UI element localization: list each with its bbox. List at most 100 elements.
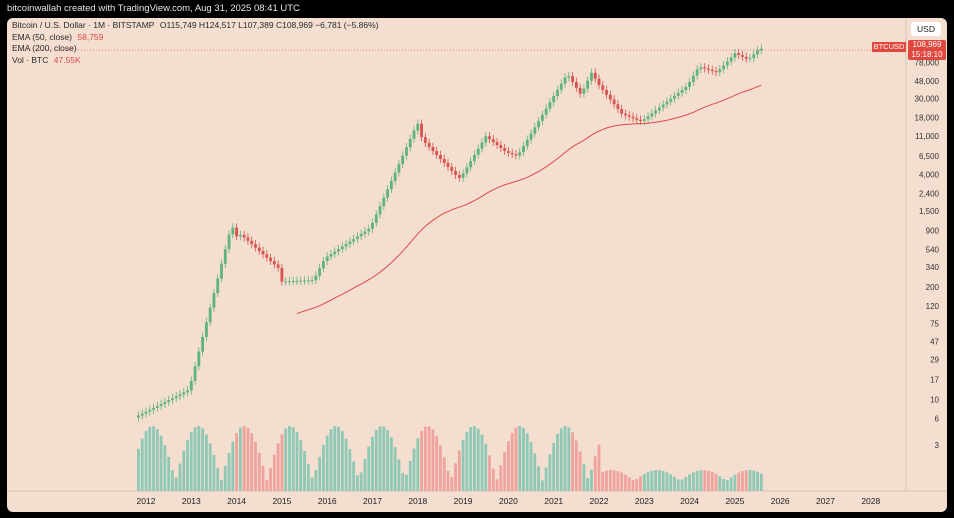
- header-text: bitcoinwallah created with TradingView.c…: [7, 3, 300, 14]
- candle-body: [303, 280, 306, 282]
- candle-body: [733, 53, 737, 58]
- price-tick-label: 900: [926, 226, 940, 235]
- legend-ema200-row[interactable]: EMA (200, close): [12, 43, 382, 55]
- volume-bar: [174, 477, 178, 491]
- legend-volume-value: 47.55K: [53, 54, 81, 65]
- candle-body: [646, 116, 650, 120]
- volume-bar: [216, 468, 220, 491]
- candle-body: [340, 246, 344, 250]
- legend-ema200-label: EMA (200, close): [12, 43, 77, 53]
- candle-body: [318, 268, 322, 276]
- volume-bar: [284, 428, 288, 491]
- legend-ema50-row[interactable]: EMA (50, close) 58,759: [12, 32, 382, 44]
- volume-bar: [152, 426, 155, 491]
- price-tick-label: 2,400: [919, 189, 940, 198]
- volume-bar: [540, 480, 544, 491]
- time-tick-label: 2013: [182, 496, 201, 506]
- volume-bar: [586, 478, 590, 491]
- volume-bar: [684, 476, 688, 491]
- volume-bar: [759, 473, 763, 491]
- candle-body: [563, 77, 567, 84]
- volume-bar: [722, 479, 725, 491]
- volume-bar: [612, 470, 616, 491]
- candle-body: [669, 98, 673, 102]
- candle-body: [582, 88, 586, 94]
- volume-bar: [752, 470, 756, 491]
- candle-body: [484, 136, 488, 143]
- candle-body: [189, 380, 193, 391]
- volume-bar: [522, 427, 525, 491]
- candle-body: [412, 130, 416, 139]
- volume-bar: [518, 426, 522, 491]
- time-tick-label: 2019: [454, 496, 473, 506]
- legend-volume-row[interactable]: Vol · BTC 47.55K: [12, 55, 382, 67]
- volume-bar: [201, 428, 205, 491]
- volume-bar: [556, 434, 559, 491]
- volume-bar: [397, 459, 401, 491]
- volume-bar: [691, 472, 695, 491]
- volume-bar: [627, 477, 631, 491]
- volume-bar: [574, 440, 578, 491]
- volume-bar: [337, 426, 340, 491]
- candle-body: [699, 67, 703, 70]
- volume-bar: [223, 465, 227, 491]
- candle-body: [269, 257, 272, 262]
- volume-bar: [476, 428, 480, 491]
- candle-body: [688, 82, 692, 88]
- candle-body: [624, 113, 627, 116]
- volume-bar: [559, 428, 563, 491]
- candle-body: [431, 147, 435, 152]
- volume-bar: [359, 472, 363, 491]
- candle-body: [201, 336, 205, 352]
- candle-body: [212, 293, 216, 308]
- volume-bar: [601, 471, 605, 491]
- candle-body: [608, 94, 612, 100]
- candle-body: [261, 250, 265, 255]
- volume-bar: [639, 476, 642, 491]
- legend-symbol-row: Bitcoin / U.S. Dollar · 1M · BITSTAMP O1…: [12, 20, 382, 32]
- volume-bar: [710, 472, 714, 491]
- candle-body: [235, 227, 239, 237]
- volume-bar: [246, 427, 250, 491]
- candle-body: [306, 280, 310, 282]
- candle-body: [491, 139, 495, 143]
- chart-legend: Bitcoin / U.S. Dollar · 1M · BITSTAMP O1…: [12, 20, 382, 66]
- candle-body: [231, 227, 235, 235]
- candle-body: [397, 164, 401, 173]
- bar-countdown: 15:18:10: [911, 49, 943, 59]
- volume-bar: [291, 427, 295, 491]
- price-tick-label: 78,000: [915, 59, 940, 68]
- candle-body: [423, 137, 427, 144]
- volume-bar: [506, 441, 510, 491]
- volume-bar: [578, 451, 582, 491]
- volume-bar: [620, 472, 624, 491]
- candle-body: [729, 57, 733, 62]
- price-tick-label: 30,000: [915, 95, 940, 104]
- volume-bar: [340, 431, 344, 491]
- volume-bar: [533, 453, 537, 491]
- price-tick-label: 29: [930, 355, 939, 364]
- volume-bar: [238, 427, 242, 491]
- volume-bar: [484, 443, 488, 491]
- candle-body: [371, 222, 374, 229]
- time-tick-label: 2025: [725, 496, 744, 506]
- currency-button[interactable]: USD: [911, 22, 941, 36]
- volume-bar: [741, 471, 744, 491]
- candle-body: [756, 50, 759, 55]
- volume-bar: [608, 470, 612, 491]
- price-tick-label: 75: [930, 320, 939, 329]
- candle-body: [174, 396, 178, 399]
- volume-bar: [352, 461, 356, 491]
- volume-bar: [605, 470, 608, 491]
- candle-body: [480, 142, 484, 149]
- volume-bar: [480, 434, 484, 491]
- volume-bar: [420, 430, 423, 491]
- candle-body: [665, 101, 669, 105]
- volume-bar: [733, 474, 737, 491]
- volume-bar: [204, 434, 208, 491]
- last-price-tag: 108,969 15:18:10: [908, 40, 946, 60]
- volume-bar: [499, 465, 503, 491]
- time-tick-label: 2012: [137, 496, 156, 506]
- candle-body: [635, 118, 639, 120]
